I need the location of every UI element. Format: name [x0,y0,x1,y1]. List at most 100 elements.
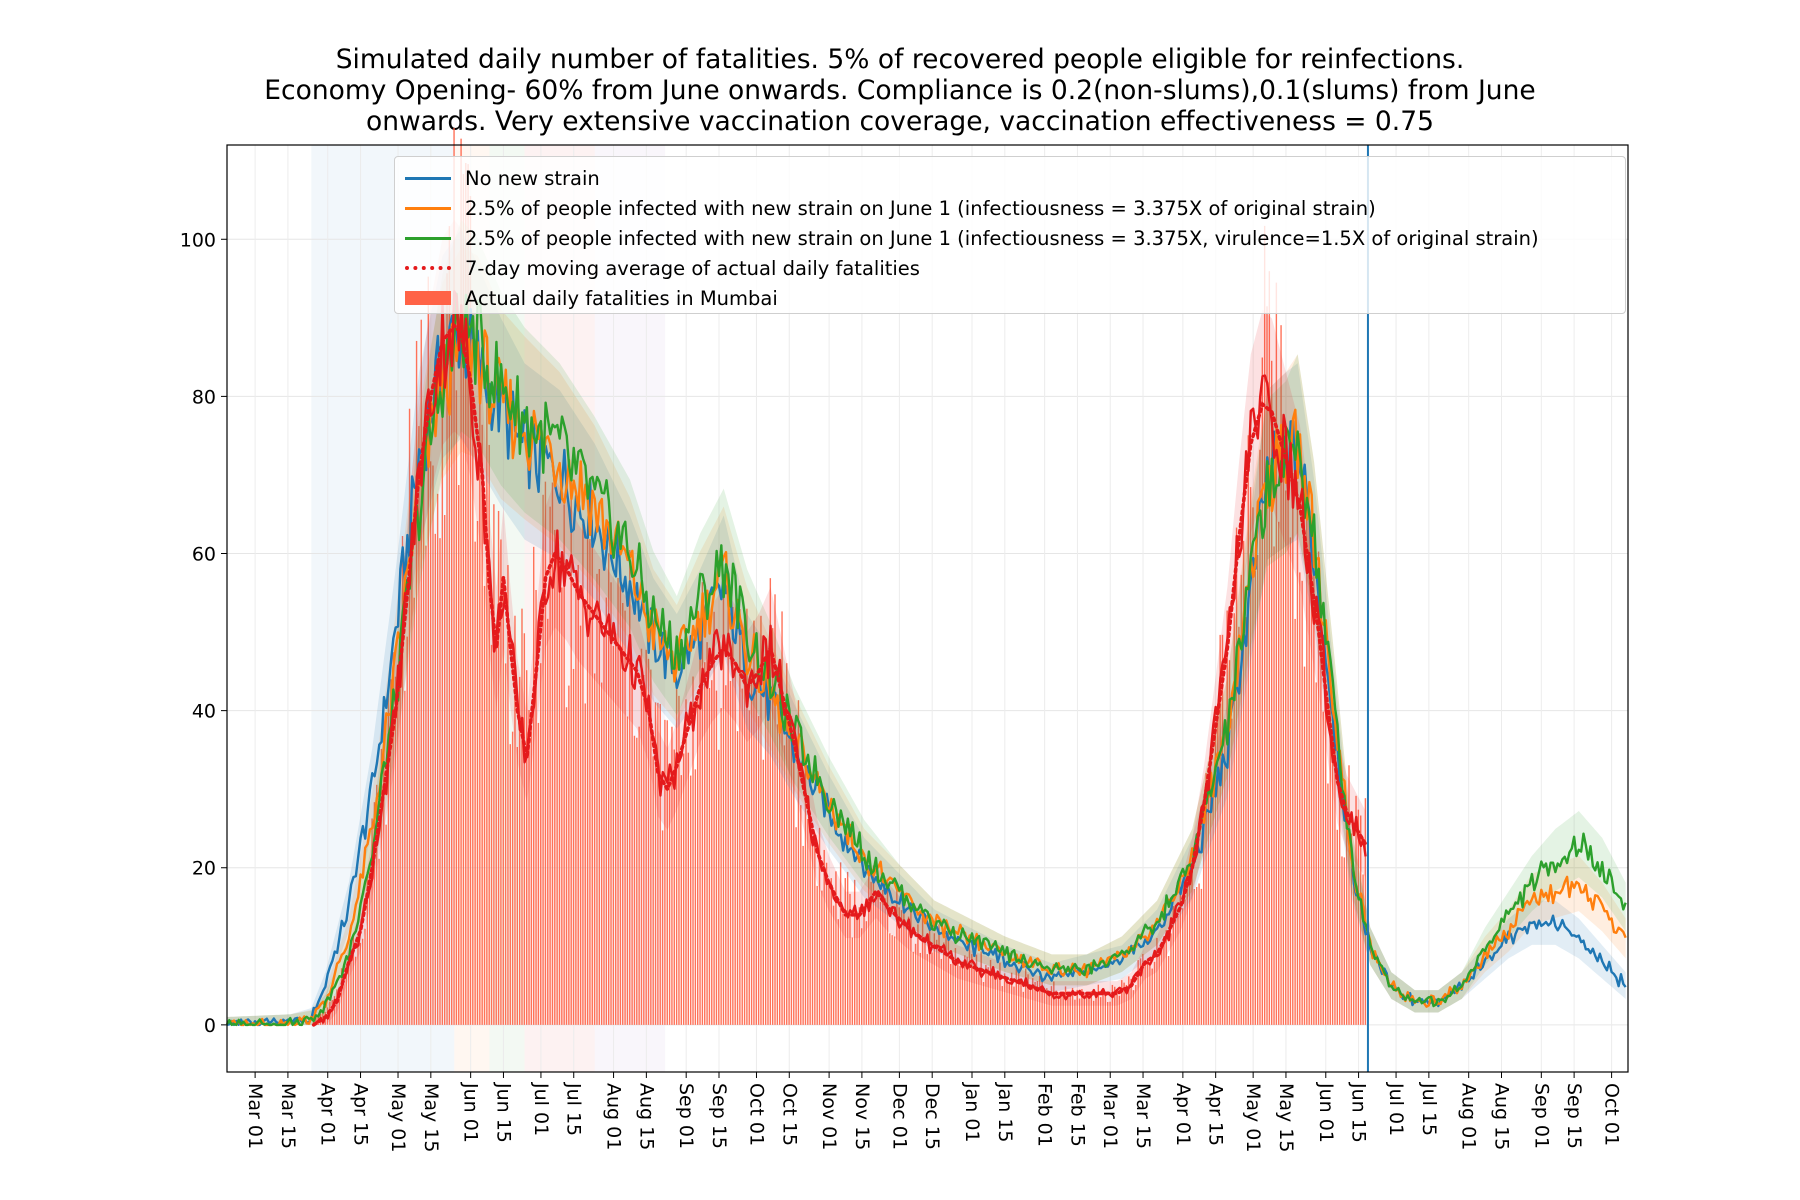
fatality-bar [1261,357,1264,1025]
y-tick-label: 80 [192,386,216,408]
fatality-bar [420,319,422,1025]
fatality-bar [432,465,434,1025]
fatality-bar [488,444,490,1025]
fatality-bar [697,695,699,1025]
fatality-bar [720,708,722,1025]
fatality-bar [650,669,652,1025]
fatality-bar [1060,992,1062,1025]
fatality-bar [397,684,399,1025]
fatality-bar [558,586,561,1025]
fatality-bar [624,610,626,1025]
fatality-bar [535,590,537,1025]
x-tick-label: Jun 01 [1315,1082,1337,1143]
x-tick-label: Jul 15 [1418,1082,1440,1136]
fatality-bar [1008,983,1010,1025]
fatality-bar [1132,990,1135,1025]
fatality-bar [842,913,844,1025]
fatality-bar [971,954,973,1025]
fatality-bar [647,658,650,1025]
fatality-bar [1137,960,1139,1025]
fatality-bar [511,731,514,1025]
x-tick-label: Dec 15 [921,1083,943,1150]
fatality-bar [657,702,659,1025]
fatality-bar [1081,989,1083,1025]
fatality-bar [755,690,757,1025]
fatality-bar [392,652,394,1025]
fatality-bar [1099,997,1102,1025]
fatality-bar [1116,990,1118,1025]
fatality-bar [1036,981,1039,1025]
fatality-bar [1191,866,1193,1025]
fatality-bar [654,702,657,1025]
fatality-bar [786,663,788,1025]
fatality-bar [1046,988,1048,1025]
fatality-bar [767,669,769,1025]
fatality-bar [443,515,446,1025]
fatality-bar [1266,306,1268,1025]
fatality-bar [582,523,584,1025]
fatality-bar [495,633,497,1025]
fatality-bar [1048,995,1050,1025]
fatality-bar [898,907,900,1025]
fatality-bar [383,711,385,1025]
fatality-bar [938,924,940,1025]
fatality-bar [978,971,980,1025]
fatality-bar [1331,702,1334,1025]
x-axis: Mar 01 Mar 15 Apr 01 Apr 15 May 01 May 15 Jun … [244,1072,1623,1153]
fatality-bar [750,668,753,1025]
x-tick-label: Apr 01 [317,1083,339,1146]
fatality-bar [851,937,854,1025]
x-tick-label: Nov 01 [818,1083,840,1150]
fatality-bar [886,879,889,1025]
fatality-bar [666,720,668,1025]
fatality-bar [807,818,809,1025]
fatality-bar [741,688,743,1025]
fatality-bar [954,948,957,1025]
fatality-bar [1219,634,1221,1025]
fatality-bar [715,690,718,1025]
x-tick-label: Sep 01 [675,1083,697,1149]
fatality-bar [753,620,755,1025]
fatality-bar [352,936,355,1025]
fatality-bar [952,960,954,1025]
fatality-bar [1160,949,1163,1025]
fatality-bar [474,541,476,1025]
fatality-bar [917,924,919,1025]
fatality-bar [685,699,687,1025]
legend-swatch-green-line [405,231,451,245]
x-tick-label: Sep 01 [1530,1083,1552,1149]
fatality-bar [472,397,474,1025]
fatality-bar [828,882,830,1025]
fatality-bar [343,984,345,1025]
fatality-bar [757,716,760,1025]
fatality-bar [849,893,851,1025]
legend-label: Actual daily fatalities in Mumbai [465,286,778,310]
fatality-bar [912,951,914,1025]
fatality-bar [1177,915,1179,1025]
fatality-bar [699,618,701,1025]
x-tick-label: Oct 15 [778,1083,800,1146]
fatality-bar [1055,990,1057,1025]
fatality-bar [530,725,533,1025]
fatality-bar [629,550,631,1025]
fatality-bar [575,583,577,1025]
fatality-bar [1003,973,1006,1025]
fatality-bar [921,916,924,1025]
fatality-bar [830,878,832,1025]
fatality-bar [1170,933,1172,1025]
fatality-bar [451,317,453,1025]
fatality-bar [483,585,486,1025]
fatality-bar [1362,874,1364,1025]
fatality-bar [907,916,910,1025]
fatality-bar [1212,786,1214,1025]
fatality-bar [1360,815,1362,1025]
fatality-bar [694,769,697,1025]
fatality-bar [722,591,725,1025]
legend-swatch-orange-line [405,201,451,215]
fatality-bar [1301,580,1303,1025]
fatality-bar [910,908,912,1025]
fatality-bar [631,665,633,1025]
fatality-bar [992,974,994,1025]
fatality-bar [1130,978,1132,1025]
fatality-bar [771,628,774,1025]
